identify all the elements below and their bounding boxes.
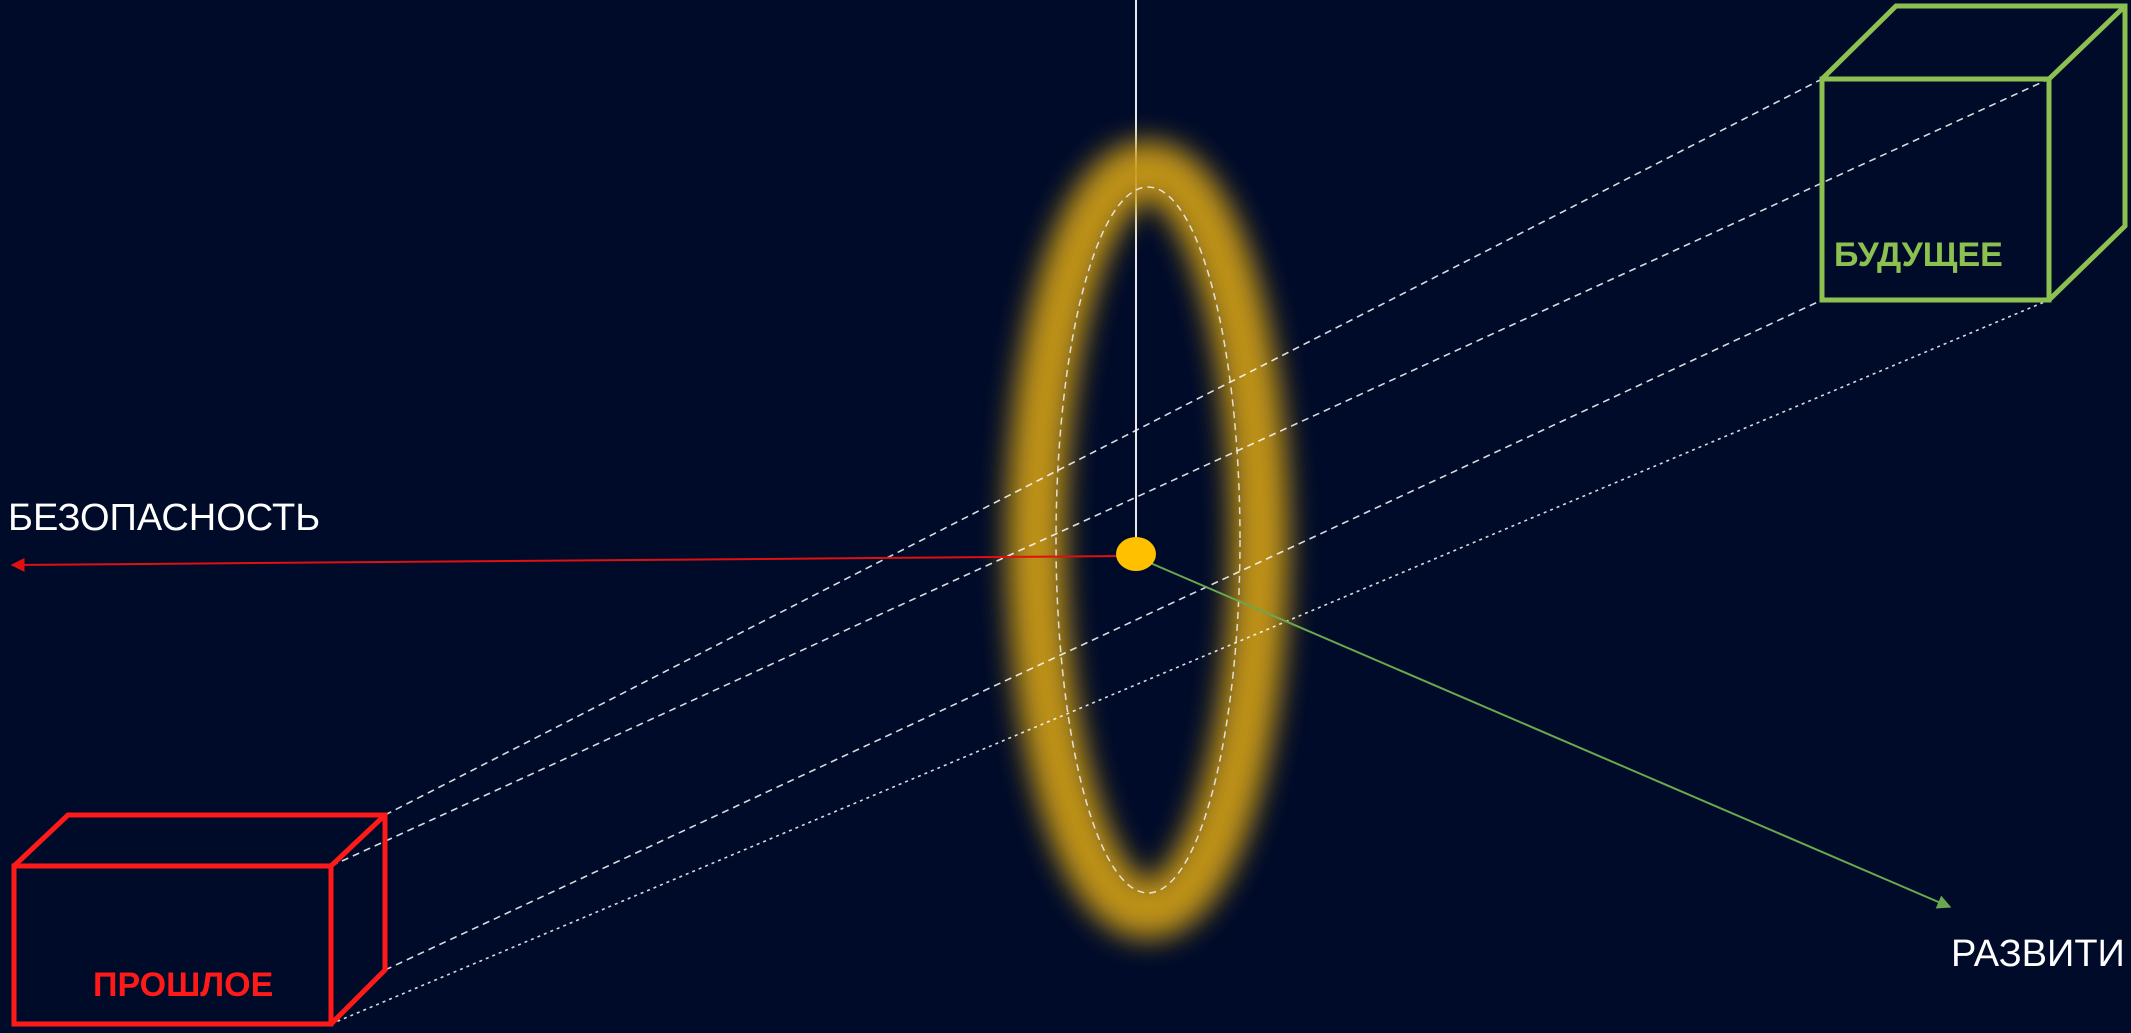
time-ring-dashed-outline: [1055, 186, 1241, 894]
perspective-line-bottom-back: [384, 299, 1823, 971]
perspective-line-top-back: [384, 78, 1823, 816]
development-arrow: [1147, 561, 1952, 909]
future-box: [1819, 3, 2128, 303]
safety-arrow: [10, 555, 1129, 572]
future-label: БУДУЩЕЕ: [1834, 236, 2003, 274]
past-label: ПРОШЛОЕ: [93, 966, 273, 1004]
safety-label: БЕЗОПАСНОСТЬ: [8, 497, 320, 539]
time-ring-glow: [1007, 141, 1289, 939]
past-box: [11, 812, 388, 1027]
perspective-line-bottom-front: [330, 299, 2050, 1025]
perspective-line-top-front: [330, 78, 2050, 867]
center-point: [1116, 537, 1156, 571]
development-label: РАЗВИТИ: [1951, 933, 2125, 975]
perspective-lines: [330, 78, 2050, 1025]
